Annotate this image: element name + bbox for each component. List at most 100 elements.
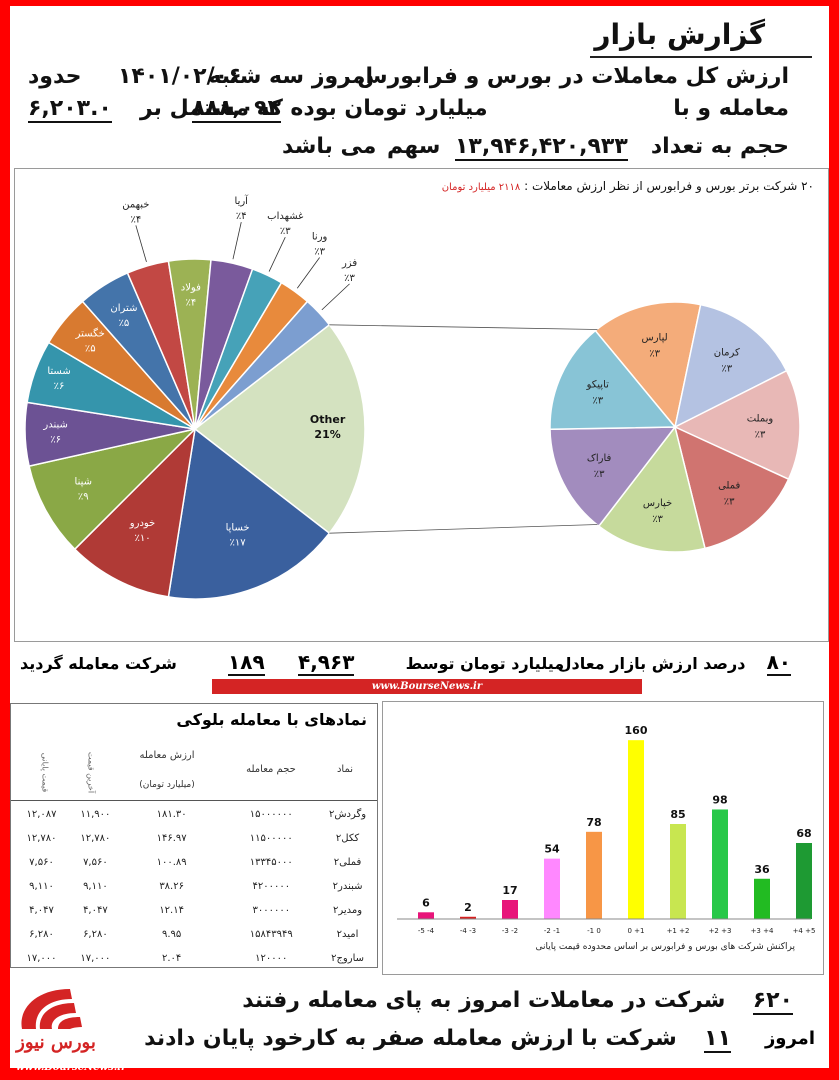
bar-0 [418,912,434,919]
footer-today: امروز [764,1028,815,1049]
block-trades-panel: نمادهای با معامله بلوکی نماد حجم معامله … [10,703,378,968]
page-title: گزارش بازار [594,18,765,51]
header-line3-end: می باشد [282,134,377,159]
bar-9 [796,843,812,919]
pie-chart-total: ۲۱۱۸ میلیارد تومان [441,182,521,193]
pie-chart-title: ۲۰ شرکت برتر بورس و فرابورس از نظر ارزش … [524,179,814,193]
sub-slice-fameli-label: فملی [718,480,740,491]
bar-category-1: -4 -3 [460,927,476,935]
cell-volume: ۱۵۸۴۳۹۴۹ [249,928,293,940]
header-line1-weekday: سه شنبه [208,64,304,89]
market-percent-label: درصد ارزش بازار معادل [557,654,746,673]
bar-chart-panel: 6 -5 -4 2 -4 -3 17 -3 -2 54 -2 -1 78 -1 0 160 0 +1 8… [382,701,824,975]
col-value-header: ارزش معامله [139,750,195,761]
cell-symbol: شبندر۲ [332,880,363,892]
boursenews-logo-icon [21,989,82,1029]
cell-value: ۹.۹۵ [162,928,182,940]
leader-line-13 [321,283,350,311]
header-line3-text: حجم به تعداد [650,134,789,159]
cell-volume: ۱۱۵۰۰۰۰۰ [249,832,293,844]
slice-label-arya: آریا [235,194,250,207]
slice-label-shasta-value: ٪۶ [54,381,65,392]
cell-value: ۲.۰۴ [162,952,182,964]
cell-last: ۹,۱۱۰ [83,880,108,892]
slice-label-khbahman-value: ٪۴ [130,214,141,225]
cell-value: ۱۰۰.۸۹ [156,856,187,868]
pie-chart-panel: ۲۰ شرکت برتر بورس و فرابورس از نظر ارزش … [14,168,829,642]
cell-volume: ۱۲۰۰۰۰ [255,952,288,964]
trade-count: ۸۸۸,۰۹۳ [192,96,281,123]
cell-symbol: وگردش۲ [328,808,367,820]
leader-line-8 [135,225,147,263]
slice-label-varna-value: ٪۳ [314,246,325,257]
block-trades-title: نمادهای با معامله بلوکی [176,710,367,729]
bar-value-3: 54 [544,843,560,856]
col-last-header: آخرین قیمت [86,751,96,794]
slice-label-ghshahdab-value: ٪۳ [280,226,291,237]
slice-label-shapna-value: ٪۹ [78,491,89,502]
cell-last: ۱۷,۰۰۰ [80,952,111,964]
market-count: ۱۸۹ [228,650,265,676]
slice-label-khbahman: خبهمن [122,199,149,210]
sub-slice-fameli-value: ٪۳ [724,496,735,507]
sub-slice-farak-label: فاراک [587,453,612,464]
leader-line-10 [232,222,242,260]
bar-value-2: 17 [502,884,517,897]
table-row: ومدیر۲ ۳۰۰۰۰۰۰ ۱۲.۱۴ ۴,۰۴۷ ۴,۰۴۷ [13,898,375,922]
bar-2 [502,900,518,919]
slice-label-khodro-value: ٪۱۰ [134,533,150,544]
sub-slice-tapiko-label: تاپیکو [586,380,610,391]
cell-last: ۱۱,۹۰۰ [80,808,111,820]
bar-1 [460,916,476,919]
sub-slice-kerman-value: ٪۳ [721,364,732,375]
pie-slice-0 [193,323,366,535]
bar-6 [670,824,686,919]
cell-value: ۳۸.۲۶ [159,880,184,892]
source-strip [212,679,642,694]
bar-value-9: 68 [796,827,811,840]
bar-7 [712,809,728,919]
cell-last: ۱۲,۷۸۰ [80,832,111,844]
market-value: ۴,۹۶۳ [298,650,355,676]
table-row: شبندر۲ ۴۲۰۰۰۰۰ ۳۸.۲۶ ۹,۱۱۰ ۹,۱۱۰ [13,874,375,898]
cell-last: ۶,۲۸۰ [83,928,108,940]
bar-8 [754,878,770,919]
bar-category-0: -5 -4 [418,927,435,935]
sub-slice-khpars-value: ٪۳ [652,514,663,525]
bar-value-5: 160 [625,724,648,737]
slice-label-foulad-value: ٪۴ [185,297,196,308]
bar-chart-title: پراکنش شرکت های بورس و فرابورس بر اساس م… [535,942,795,952]
sub-slice-khpars [597,425,706,553]
slice-label-shabandar: شبندر [42,419,68,430]
table-row: امید۲ ۱۵۸۴۳۹۴۹ ۹.۹۵ ۶,۲۸۰ ۶,۲۸۰ [13,922,375,946]
slice-label-other: Other [310,413,346,426]
sub-slice-vbmellat-value: ٪۳ [755,429,766,440]
bar-3 [544,858,560,919]
block-trades-table: وگردش۲ ۱۵۰۰۰۰۰۰ ۱۸۱.۳۰ ۱۱,۹۰۰ ۱۲,۰۸۷ ککل۲ ۱۱۵۰… [13,802,375,970]
total-volume: ۱۳,۹۴۶,۴۲۰,۹۳۳ [455,134,628,161]
col-value-unit: (میلیارد تومان) [139,780,195,790]
sub-slice-lapars-label: لپارس [642,332,668,343]
bar-category-9: +4 +5 [793,927,816,935]
slice-label-shetran: شتران [110,303,137,314]
slice-label-varna: ورنا [312,231,328,242]
pie-slice-3 [28,427,198,551]
header-line1-about: حدود [28,64,82,89]
header-line2-end: معامله و با [673,96,789,121]
slice-label-shasta: شستا [47,366,70,377]
header-line1-today: امروز [311,64,373,89]
cell-symbol: فملی۲ [333,856,362,868]
source-strip-text: www.BourseNews.ir [371,681,483,692]
pie-slice-1 [167,427,331,600]
header-date: ۱۴۰۱/۰۲/۰۶ [118,64,242,89]
slice-label-khegostar: خگستر [75,327,105,339]
cell-volume: ۱۵۰۰۰۰۰۰ [249,808,293,820]
bar-category-3: -2 -1 [544,927,560,935]
sub-slice-farak [549,426,677,528]
slice-label-arya-value: ٪۴ [236,211,247,222]
pie-slice-13 [194,300,331,430]
sub-slice-tapiko [549,329,677,431]
bar-value-1: 2 [464,901,472,914]
market-percent: ۸۰ [766,650,791,676]
